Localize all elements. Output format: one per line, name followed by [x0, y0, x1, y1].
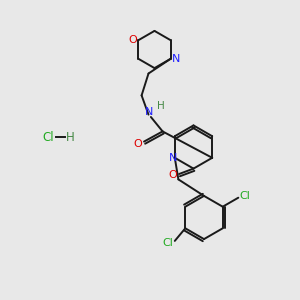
- Text: Cl: Cl: [239, 191, 250, 201]
- Text: H: H: [66, 131, 75, 144]
- Text: O: O: [168, 170, 177, 181]
- Text: N: N: [169, 153, 178, 164]
- Text: O: O: [133, 139, 142, 149]
- Text: N: N: [172, 54, 180, 64]
- Text: Cl: Cl: [43, 131, 54, 144]
- Text: H: H: [157, 101, 165, 111]
- Text: N: N: [145, 107, 153, 117]
- Text: Cl: Cl: [163, 238, 174, 248]
- Text: O: O: [129, 35, 137, 45]
